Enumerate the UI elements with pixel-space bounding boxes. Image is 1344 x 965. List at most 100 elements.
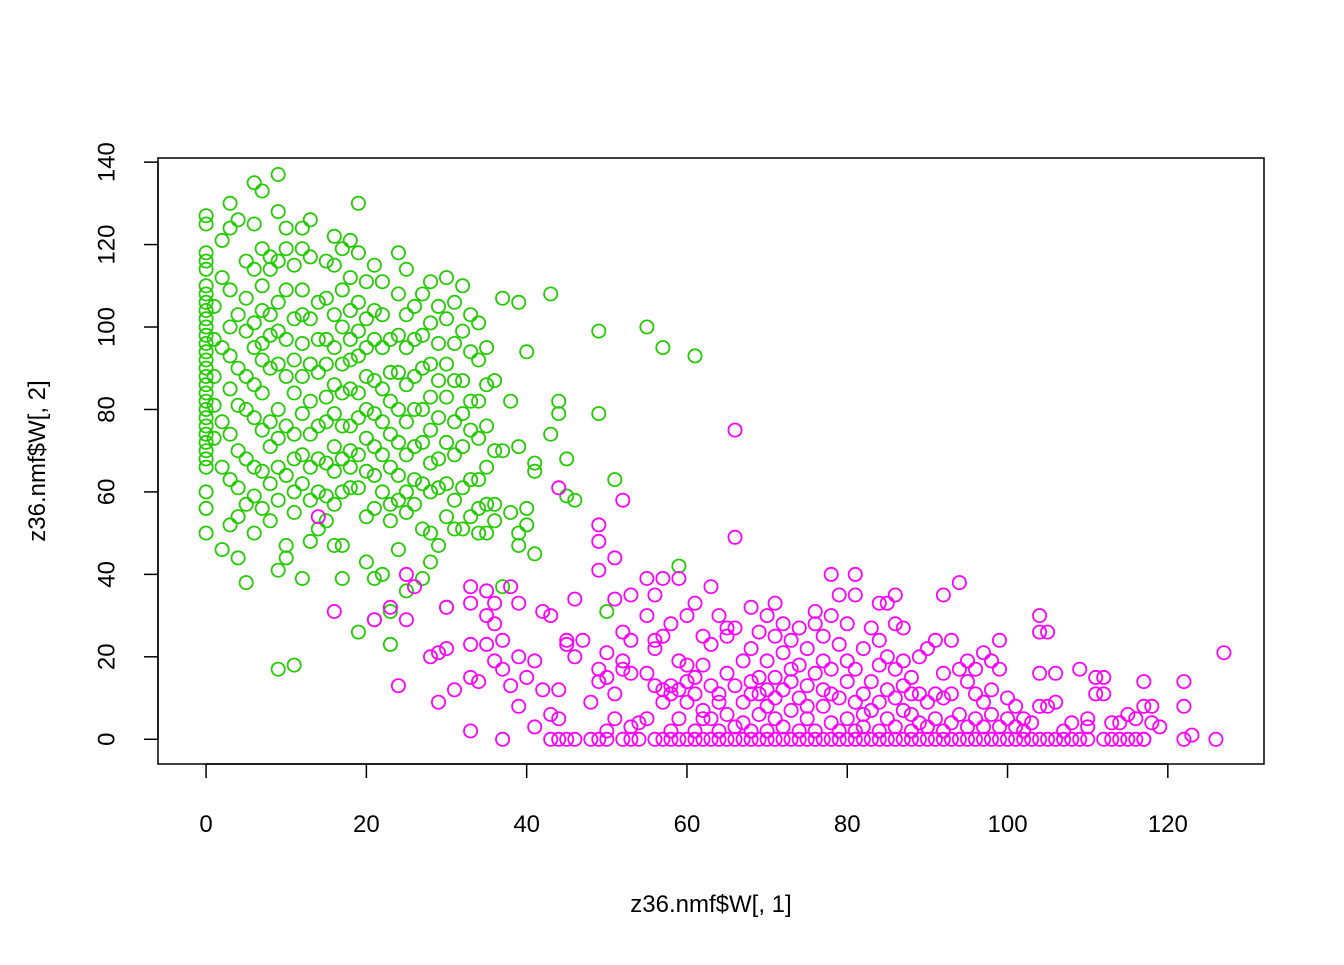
data-point-series-2: [871, 657, 887, 673]
data-point-series-2: [1024, 715, 1040, 731]
data-point-series-1: [527, 455, 543, 471]
data-point-series-2: [438, 641, 454, 657]
data-point-series-1: [471, 352, 487, 368]
data-point-series-1: [366, 331, 382, 347]
data-point-series-1: [471, 315, 487, 331]
data-point-series-2: [559, 636, 575, 652]
data-point-series-2: [775, 616, 791, 632]
data-point-series-1: [198, 418, 214, 434]
data-point-series-2: [976, 645, 992, 661]
data-point-series-2: [406, 579, 422, 595]
data-point-series-1: [262, 360, 278, 376]
data-point-series-1: [302, 249, 318, 265]
data-point-series-2: [711, 686, 727, 702]
x-tick-label: 40: [513, 811, 540, 838]
data-point-series-1: [302, 356, 318, 372]
x-tick-label: 120: [1148, 811, 1188, 838]
data-point-series-2: [895, 731, 911, 747]
data-point-series-2: [1144, 698, 1160, 714]
data-point-series-2: [968, 686, 984, 702]
data-point-series-2: [743, 599, 759, 615]
data-point-series-1: [270, 661, 286, 677]
data-point-series-2: [935, 587, 951, 603]
data-point-series-1: [214, 459, 230, 475]
data-point-series-2: [1040, 698, 1056, 714]
y-tick-label: 40: [93, 561, 120, 588]
data-point-series-2: [687, 669, 703, 685]
data-point-series-2: [968, 731, 984, 747]
data-point-series-2: [1056, 731, 1072, 747]
data-point-series-1: [246, 459, 262, 475]
data-point-series-1: [479, 377, 495, 393]
data-point-series-1: [422, 315, 438, 331]
data-point-series-1: [198, 208, 214, 224]
data-point-series-2: [735, 653, 751, 669]
data-point-series-2: [511, 649, 527, 665]
data-point-series-1: [246, 340, 262, 356]
data-point-series-2: [943, 731, 959, 747]
data-point-series-1: [334, 451, 350, 467]
data-point-series-2: [751, 707, 767, 723]
data-point-series-1: [446, 492, 462, 508]
data-point-series-1: [430, 335, 446, 351]
data-point-series-1: [294, 282, 310, 298]
data-point-series-1: [222, 220, 238, 236]
data-point-series-1: [262, 476, 278, 492]
data-point-series-2: [751, 731, 767, 747]
data-point-series-2: [887, 690, 903, 706]
data-point-series-1: [382, 636, 398, 652]
data-point-series-1: [326, 496, 342, 512]
data-point-series-1: [366, 439, 382, 455]
data-point-series-1: [206, 331, 222, 347]
data-point-series-2: [1000, 731, 1016, 747]
data-point-series-1: [374, 566, 390, 582]
data-point-series-2: [823, 608, 839, 624]
data-point-series-2: [527, 653, 543, 669]
data-point-series-1: [422, 484, 438, 500]
data-point-series-1: [503, 393, 519, 409]
y-tick-label: 140: [93, 142, 120, 182]
data-point-series-1: [414, 360, 430, 376]
data-point-series-1: [543, 426, 559, 442]
data-point-series-2: [783, 702, 799, 718]
data-point-series-2: [703, 731, 719, 747]
data-point-series-2: [663, 678, 679, 694]
data-point-series-2: [495, 632, 511, 648]
data-point-series-2: [799, 731, 815, 747]
data-point-series-2: [463, 723, 479, 739]
data-point-series-1: [238, 401, 254, 417]
data-point-series-2: [1176, 698, 1192, 714]
data-point-series-2: [911, 715, 927, 731]
data-point-series-2: [887, 616, 903, 632]
data-point-series-1: [342, 459, 358, 475]
data-point-series-2: [735, 694, 751, 710]
data-point-series-2: [871, 632, 887, 648]
data-point-series-1: [511, 538, 527, 554]
data-point-series-1: [382, 459, 398, 475]
data-point-series-2: [1048, 694, 1064, 710]
data-point-series-2: [1120, 731, 1136, 747]
data-point-series-2: [623, 632, 639, 648]
data-point-series-2: [767, 669, 783, 685]
data-point-series-2: [310, 509, 326, 525]
data-point-series-1: [294, 447, 310, 463]
data-point-series-2: [767, 711, 783, 727]
data-point-series-1: [455, 521, 471, 537]
data-point-series-2: [727, 620, 743, 636]
data-point-series-1: [246, 261, 262, 277]
data-point-series-1: [198, 393, 214, 409]
data-point-series-2: [743, 674, 759, 690]
data-point-series-1: [318, 356, 334, 372]
data-point-series-2: [871, 731, 887, 747]
data-point-series-2: [871, 595, 887, 611]
data-point-series-2: [591, 674, 607, 690]
data-point-series-2: [775, 645, 791, 661]
data-point-series-2: [903, 723, 919, 739]
x-tick-label: 100: [988, 811, 1028, 838]
data-point-series-1: [342, 352, 358, 368]
data-point-series-2: [799, 678, 815, 694]
data-point-series-1: [294, 571, 310, 587]
data-point-series-1: [278, 467, 294, 483]
data-point-series-1: [214, 542, 230, 558]
data-point-series-1: [326, 463, 342, 479]
